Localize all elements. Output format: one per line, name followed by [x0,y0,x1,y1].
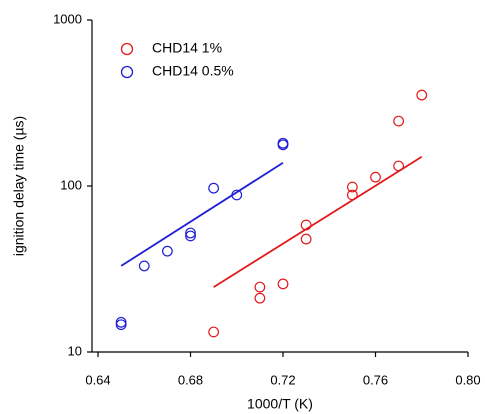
x-axis-title: 1000/T (K) [247,396,313,412]
y-tick-label: 100 [60,177,82,192]
data-point [300,219,312,231]
data-point [277,278,289,290]
data-point [208,182,220,194]
x-tick-label: 0.64 [85,372,110,387]
x-tick-label: 0.68 [178,372,203,387]
legend-marker [120,65,134,79]
data-point [254,281,266,293]
data-point [346,181,358,193]
y-axis-title: ignition delay time (µs) [11,116,27,256]
data-point [161,245,173,257]
x-tick-label: 0.80 [455,372,480,387]
legend-label: CHD14 1% [152,40,222,56]
legend-label: CHD14 0.5% [152,63,234,79]
data-point [277,137,289,149]
x-tick-label: 0.76 [363,372,388,387]
data-point [300,233,312,245]
data-point [115,319,127,331]
data-point [185,227,196,239]
x-tick-label: 0.72 [270,372,295,387]
data-point [393,160,405,172]
y-tick-label: 10 [68,343,82,358]
data-point [416,89,428,101]
data-point [393,115,405,127]
data-point [115,316,127,328]
data-point [138,260,150,272]
data-point [346,189,358,201]
data-point [185,230,196,242]
fit-line [120,162,284,267]
legend-marker [120,42,134,56]
y-tick-label: 1000 [53,11,82,26]
data-point [208,326,220,338]
data-point [231,189,243,201]
data-point [370,171,381,183]
fit-line [213,156,423,288]
data-point [254,292,266,304]
